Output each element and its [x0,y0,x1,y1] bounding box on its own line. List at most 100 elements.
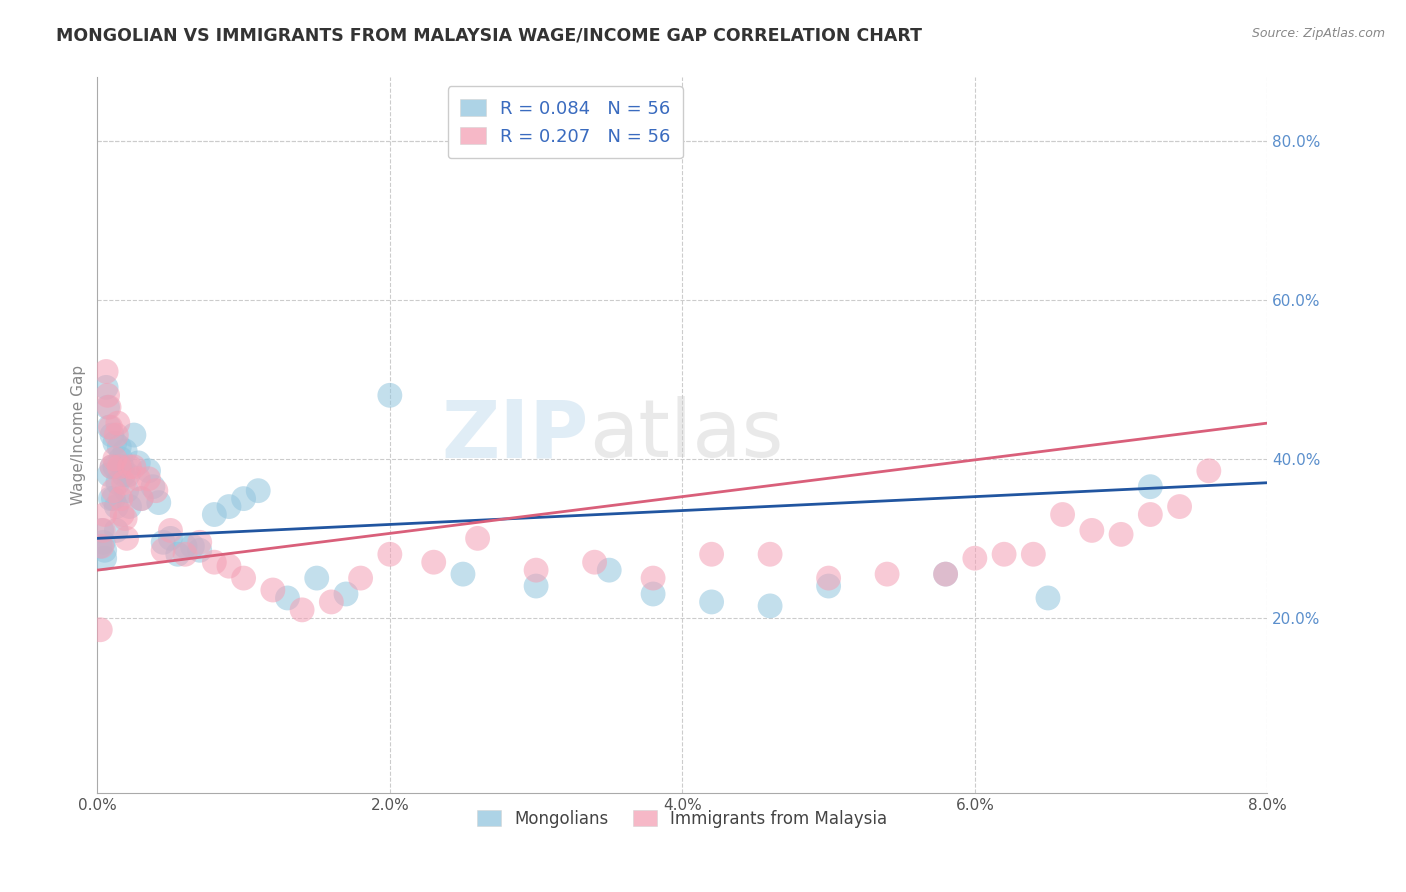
Point [598,563,620,577]
Point [101,428,124,442]
Point [1139,480,1161,494]
Text: ZIP: ZIP [441,396,589,474]
Point [93,551,115,566]
Point [103,491,125,506]
Point [524,579,547,593]
Point [90,524,112,538]
Point [104,436,127,450]
Point [1109,527,1132,541]
Point [110,491,132,506]
Point [335,587,357,601]
Point [122,459,145,474]
Point [93,508,115,522]
Point [111,459,134,474]
Point [105,428,128,442]
Point [98,401,121,415]
Point [963,551,986,566]
Point [142,480,165,494]
Point [378,388,401,402]
Point [935,567,957,582]
Point [118,500,141,514]
Point [105,500,128,514]
Point [103,483,125,498]
Point [138,464,160,478]
Point [159,532,181,546]
Point [262,582,284,597]
Point [1168,500,1191,514]
Point [101,459,124,474]
Point [524,563,547,577]
Point [89,623,111,637]
Point [138,472,160,486]
Point [583,555,606,569]
Point [993,547,1015,561]
Point [111,508,134,522]
Point [107,475,129,490]
Point [378,547,401,561]
Point [218,500,240,514]
Point [152,535,174,549]
Point [1081,524,1104,538]
Point [759,547,782,561]
Text: atlas: atlas [589,396,783,474]
Point [700,595,723,609]
Point [202,555,225,569]
Point [1036,591,1059,605]
Text: Source: ZipAtlas.com: Source: ZipAtlas.com [1251,27,1385,40]
Point [108,459,131,474]
Point [1052,508,1074,522]
Point [93,543,115,558]
Y-axis label: Wage/Income Gap: Wage/Income Gap [72,365,86,505]
Point [97,388,120,402]
Point [115,483,138,498]
Point [94,380,117,394]
Point [305,571,328,585]
Point [1022,547,1045,561]
Point [1139,508,1161,522]
Point [91,524,114,538]
Point [174,539,197,553]
Point [122,428,145,442]
Point [118,459,141,474]
Point [127,472,149,486]
Point [100,420,122,434]
Point [276,591,298,605]
Point [104,459,127,474]
Point [166,547,188,561]
Point [114,444,136,458]
Point [643,587,665,601]
Point [759,599,782,613]
Point [152,543,174,558]
Point [90,539,112,553]
Point [422,555,444,569]
Point [104,451,127,466]
Point [117,467,139,482]
Point [129,491,152,506]
Point [817,579,839,593]
Point [110,451,132,466]
Point [94,364,117,378]
Point [98,467,121,482]
Point [127,456,149,470]
Point [148,495,170,509]
Point [467,532,489,546]
Point [115,532,138,546]
Point [321,595,343,609]
Point [643,571,665,585]
Point [700,547,723,561]
Point [188,543,211,558]
Point [97,401,120,415]
Point [181,539,204,553]
Point [105,524,128,538]
Point [159,524,181,538]
Point [202,508,225,522]
Point [98,420,121,434]
Point [100,491,122,506]
Point [114,511,136,525]
Point [1198,464,1220,478]
Text: MONGOLIAN VS IMMIGRANTS FROM MALAYSIA WAGE/INCOME GAP CORRELATION CHART: MONGOLIAN VS IMMIGRANTS FROM MALAYSIA WA… [56,27,922,45]
Point [112,467,135,482]
Point [89,539,111,553]
Point [291,603,314,617]
Legend: Mongolians, Immigrants from Malaysia: Mongolians, Immigrants from Malaysia [471,803,894,834]
